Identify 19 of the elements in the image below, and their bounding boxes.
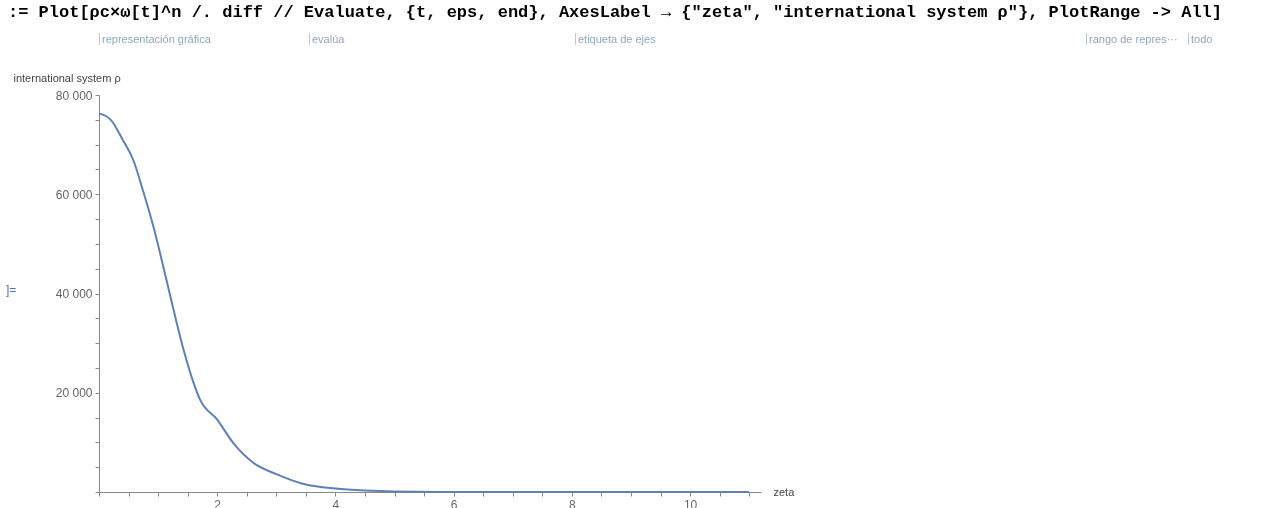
- x-tick-label: 2: [214, 497, 222, 508]
- x-tick-label: 4: [332, 497, 340, 508]
- text: etiqueta de ejes: [575, 33, 656, 45]
- y-tick-label: 40 000: [55, 287, 93, 301]
- text: rango de repres···: [1086, 33, 1178, 45]
- text: evalúa: [309, 33, 345, 45]
- text: representación gráfica: [99, 33, 211, 45]
- x-tick-label: 10: [683, 497, 698, 508]
- text: todo: [1188, 33, 1213, 45]
- x-tick-label: 6: [450, 497, 458, 508]
- x-axis-title: zeta: [773, 485, 796, 498]
- y-tick-label: 20 000: [55, 386, 93, 401]
- text: ]=: [6, 283, 17, 297]
- y-axis-title: international system ρ: [13, 71, 121, 84]
- line-series: [98, 112, 751, 493]
- y-tick-label: 80 000: [55, 88, 93, 103]
- text: := Plot[ρc×ω[t]^n /. diff // Evaluate, {t, eps, end}, AxesLabel → {"zeta", "international system ρ"}, PlotRange -> All]: [8, 3, 1222, 22]
- x-tick-label: 8: [569, 497, 577, 508]
- y-tick-label: 60 000: [55, 187, 93, 202]
